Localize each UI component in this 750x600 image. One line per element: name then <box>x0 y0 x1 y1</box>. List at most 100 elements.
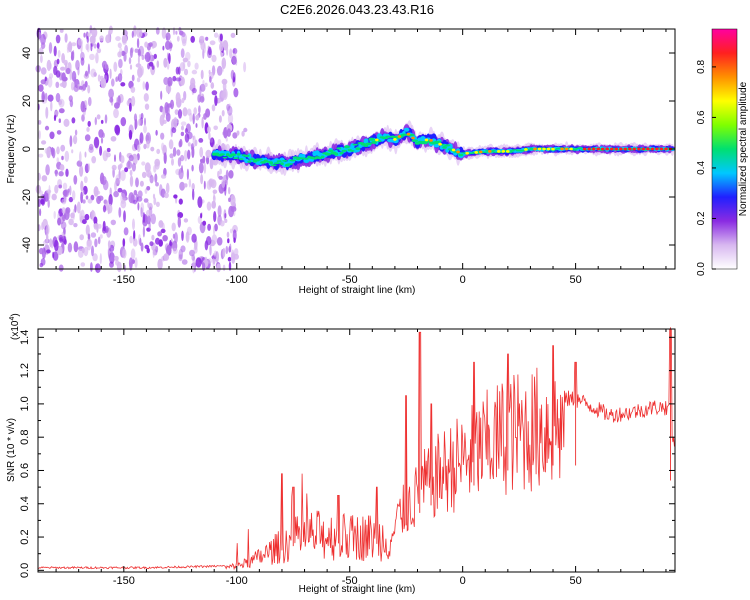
ridge-peak <box>424 138 429 142</box>
noise-speckle <box>140 207 143 218</box>
noise-speckle <box>157 258 163 270</box>
noise-speckle <box>166 103 173 108</box>
noise-speckle <box>226 46 229 56</box>
noise-speckle <box>61 76 68 82</box>
noise-speckle <box>151 234 155 241</box>
noise-speckle <box>102 179 109 191</box>
noise-speckle <box>208 69 211 75</box>
noise-speckle <box>137 202 140 211</box>
noise-speckle <box>230 32 236 39</box>
noise-speckle <box>73 84 79 92</box>
noise-speckle <box>201 35 205 43</box>
noise-speckle <box>38 84 44 92</box>
ridge-blob <box>269 161 273 165</box>
noise-speckle <box>213 191 216 200</box>
colorbar-tick-label: 0.6 <box>696 110 707 124</box>
ridge-peak <box>628 147 632 151</box>
noise-speckle <box>80 100 86 113</box>
noise-speckle <box>40 67 47 75</box>
noise-speckle <box>158 239 163 247</box>
ridge-blob <box>317 156 323 160</box>
noise-speckle <box>178 249 182 255</box>
noise-speckle <box>94 117 98 126</box>
ridge-peak <box>646 147 650 151</box>
noise-speckle <box>88 146 94 153</box>
ridge-peak <box>397 135 402 138</box>
x-tick-label: -50 <box>342 274 358 286</box>
noise-speckle <box>52 251 59 261</box>
noise-speckle <box>139 180 144 187</box>
noise-speckle <box>172 75 177 82</box>
noise-speckle <box>233 87 239 98</box>
noise-speckle <box>68 218 74 226</box>
noise-speckle <box>143 198 149 203</box>
noise-speckle <box>84 213 90 221</box>
noise-speckle <box>52 148 56 159</box>
noise-speckle <box>183 218 189 223</box>
noise-speckle <box>58 264 64 272</box>
noise-speckle <box>73 241 79 253</box>
figure-title: C2E6.2026.043.23.43.R16 <box>280 2 434 17</box>
noise-speckle <box>223 127 228 139</box>
noise-speckle <box>137 144 141 153</box>
spectrogram-ylabel: Frequency (Hz) <box>6 115 17 184</box>
noise-speckle <box>177 212 184 219</box>
ridge-blob <box>280 162 284 166</box>
noise-speckle <box>155 27 160 35</box>
noise-speckle <box>172 27 176 36</box>
y-tick-label: 0.2 <box>19 529 31 544</box>
noise-speckle <box>100 77 107 89</box>
noise-speckle <box>207 258 213 264</box>
ridge-peak <box>623 147 628 151</box>
noise-speckle <box>174 232 178 244</box>
noise-speckle <box>147 201 150 208</box>
noise-speckle <box>198 105 201 114</box>
noise-speckle <box>217 139 222 146</box>
noise-speckle <box>146 186 151 191</box>
noise-speckle <box>156 60 160 68</box>
noise-speckle <box>103 199 107 204</box>
noise-speckle <box>132 238 138 247</box>
noise-speckle <box>191 69 198 75</box>
noise-speckle <box>167 80 171 87</box>
noise-speckle <box>68 95 73 102</box>
noise-speckle <box>65 207 71 214</box>
noise-speckle <box>131 96 136 107</box>
noise-speckle <box>160 132 165 140</box>
noise-speckle <box>136 38 140 49</box>
noise-speckle <box>192 87 197 94</box>
noise-speckle <box>180 131 185 137</box>
noise-speckle <box>179 181 186 191</box>
colorbar-tick-label: 0.4 <box>696 161 707 175</box>
noise-speckle <box>87 163 90 172</box>
noise-speckle <box>200 213 203 219</box>
noise-speckle <box>117 73 123 83</box>
spectrogram-panel: -150 -100 -50 0 50 -40 -20 0 20 40 Height of stra… <box>6 25 676 296</box>
ridge-blob <box>577 147 583 149</box>
colorbar-tick-label: 0.0 <box>696 262 707 276</box>
noise-speckle <box>79 151 82 163</box>
ridge-peak <box>411 136 415 140</box>
ridge-peak <box>451 148 456 152</box>
noise-speckle <box>104 225 109 233</box>
ridge-blob <box>328 149 334 153</box>
ridge-blob <box>219 153 225 156</box>
noise-speckle <box>123 51 127 62</box>
noise-speckle <box>108 248 111 260</box>
noise-speckle <box>107 240 111 249</box>
ridge-peak <box>533 147 537 151</box>
spectrogram-noise <box>35 25 248 274</box>
noise-speckle <box>87 63 90 75</box>
noise-speckle <box>84 70 89 77</box>
noise-speckle <box>163 253 170 261</box>
noise-speckle <box>57 217 62 226</box>
noise-speckle <box>122 248 127 259</box>
noise-speckle <box>213 125 218 131</box>
ridge-peak <box>478 150 483 154</box>
noise-speckle <box>236 130 240 136</box>
noise-speckle <box>56 130 62 135</box>
snr-scale-label: (x104) <box>9 313 21 340</box>
noise-speckle <box>71 42 77 47</box>
noise-speckle <box>108 88 114 99</box>
noise-speckle <box>131 30 134 38</box>
